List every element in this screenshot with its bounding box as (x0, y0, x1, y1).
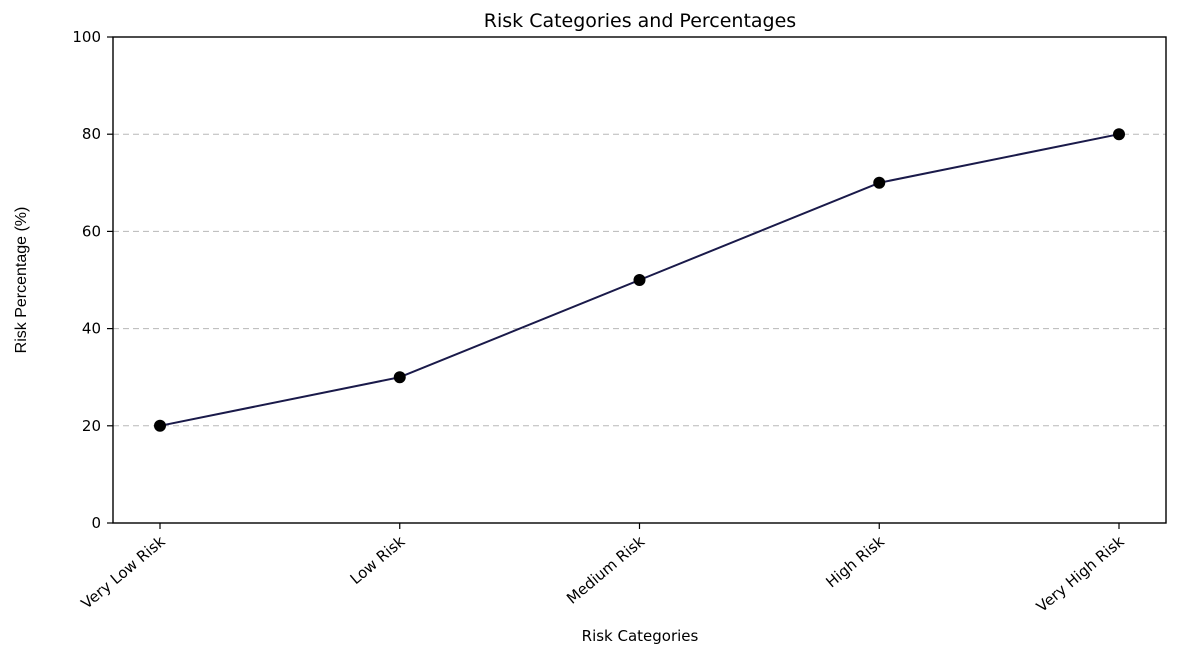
x-tick-label: Low Risk (347, 532, 409, 588)
chart-title: Risk Categories and Percentages (484, 10, 796, 32)
x-tick-label: Very High Risk (1033, 532, 1128, 616)
grid-lines (113, 133, 1166, 427)
y-tick-label: 20 (82, 417, 101, 435)
x-tick-label: Very Low Risk (78, 532, 169, 613)
data-point (1113, 128, 1125, 141)
data-point (873, 176, 886, 189)
series-layer (154, 128, 1125, 432)
data-point (633, 274, 646, 286)
y-tick-label: 100 (72, 28, 101, 46)
y-tick-label: 0 (91, 514, 101, 532)
y-axis-ticks: 0 20 40 60 80 100 (72, 28, 113, 532)
y-axis-label: Risk Percentage (%) (13, 207, 30, 354)
x-tick-label: High Risk (822, 532, 888, 591)
y-tick-label: 80 (82, 125, 101, 143)
y-tick-label: 60 (82, 222, 101, 240)
data-point (154, 419, 166, 432)
x-tick-label: Medium Risk (563, 532, 648, 608)
y-tick-label: 40 (82, 320, 101, 338)
x-axis-ticks: Very Low Risk Low Risk Medium Risk High Ris… (78, 523, 1128, 616)
x-axis-label: Risk Categories (582, 627, 699, 645)
data-point (393, 371, 406, 384)
plot-frame (112, 36, 1167, 524)
